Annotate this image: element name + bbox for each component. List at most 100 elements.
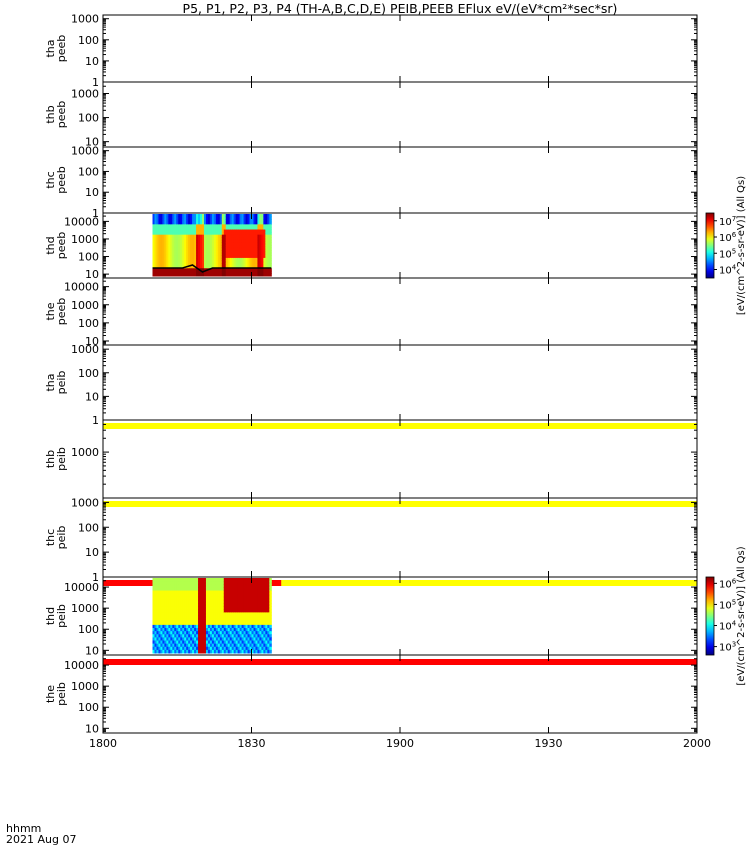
y-tick-label: 1000 (71, 145, 99, 158)
y-tick-label: 10 (85, 390, 99, 403)
y-tick-label: 1000 (71, 680, 99, 693)
colorbar-tick-label: 104 (719, 620, 737, 633)
y-tick-label: 1000 (71, 13, 99, 26)
spectrogram-stack: 1101001000thapeeb101001000thbpeeb1101001… (44, 13, 747, 750)
x-tick-label: 1900 (386, 737, 414, 750)
cbar-peeb: 104 105 106 107 [eV/(cm^2-s-sr-eV)] (All Qs) (705, 176, 747, 315)
colorbar-tick-label: 107 (719, 215, 736, 228)
colorbar-label: [eV/(cm^2-s-sr-eV)] (All Qs) (736, 176, 747, 315)
probe-label: thb (44, 450, 57, 468)
y-tick-label: 10 (85, 55, 99, 68)
y-tick-label: 1000 (71, 343, 99, 356)
product-label: peeb (55, 232, 68, 260)
y-tick-label: 1000 (71, 602, 99, 615)
y-tick-label: 100 (78, 701, 99, 714)
probe-label: the (44, 302, 57, 320)
y-tick-label: 1 (92, 414, 99, 427)
panel-frame (102, 277, 698, 346)
x-tick-label: 1830 (238, 737, 266, 750)
colorbar-tick-label: 104 (719, 264, 737, 277)
panel-frame (102, 344, 698, 421)
probe-label: thc (44, 529, 57, 546)
colorbar-tick-label: 103 (719, 641, 736, 654)
product-label: peeb (55, 166, 68, 194)
y-tick-label: 100 (78, 367, 99, 380)
product-label: peeb (55, 101, 68, 129)
y-tick-label: 10 (85, 186, 99, 199)
probe-label: the (44, 685, 57, 703)
product-label: peib (55, 682, 68, 706)
spectrogram-thd-peeb (152, 214, 272, 277)
y-tick-label: 100 (78, 165, 99, 178)
y-tick-label: 100 (78, 112, 99, 125)
product-label: peeb (55, 298, 68, 326)
product-label: peib (55, 371, 68, 395)
date-label: 2021 Aug 07 (6, 833, 77, 846)
y-tick-label: 10 (85, 268, 99, 281)
colorbar-tick-label: 106 (719, 231, 737, 244)
product-label: peib (55, 447, 68, 471)
product-label: peib (55, 526, 68, 550)
product-label: peib (55, 604, 68, 628)
panel-frame (102, 81, 698, 148)
panel-frame (102, 146, 698, 214)
y-tick-label: 10 (85, 722, 99, 735)
y-tick-label: 100 (78, 34, 99, 47)
density-trace (152, 264, 272, 273)
y-tick-label: 10 (85, 335, 99, 348)
y-tick-label: 10000 (64, 281, 99, 294)
y-tick-label: 10 (85, 644, 99, 657)
colorbar-gradient (705, 212, 715, 279)
colorbar-tick-label: 106 (719, 577, 737, 590)
panel-frame (102, 654, 698, 734)
colorbar-tick-label: 105 (719, 247, 736, 260)
probe-label: thd (44, 236, 57, 254)
probe-label: tha (44, 39, 57, 57)
y-tick-label: 10000 (64, 215, 99, 228)
colorbar-tick-label: 105 (719, 598, 736, 611)
y-tick-label: 10000 (64, 659, 99, 672)
y-tick-label: 1000 (71, 87, 99, 100)
probe-label: thd (44, 607, 57, 625)
y-tick-label: 1000 (71, 233, 99, 246)
y-tick-label: 1000 (71, 446, 99, 459)
colorbar-gradient (705, 576, 715, 656)
x-tick-label: 2000 (683, 737, 711, 750)
x-tick-label: 1930 (535, 737, 563, 750)
y-tick-label: 1000 (71, 299, 99, 312)
band-thd-peib (103, 659, 697, 665)
y-tick-label: 1000 (71, 496, 99, 509)
spectrogram-thd-peib (152, 578, 272, 654)
y-tick-label: 100 (78, 251, 99, 264)
panel-frame (102, 497, 698, 578)
y-tick-label: 10 (85, 136, 99, 149)
x-tick-label: 1800 (89, 737, 117, 750)
y-tick-label: 10 (85, 546, 99, 559)
time-unit-label: hhmm (6, 822, 42, 835)
y-tick-label: 1 (92, 207, 99, 220)
probe-label: thb (44, 105, 57, 123)
y-tick-label: 100 (78, 317, 99, 330)
product-label: peeb (55, 35, 68, 63)
y-tick-label: 100 (78, 521, 99, 534)
y-tick-label: 1 (92, 76, 99, 89)
y-tick-label: 100 (78, 623, 99, 636)
probe-label: thc (44, 171, 57, 188)
panel-frame (102, 419, 698, 499)
colorbar-label: [eV/(cm^2-s-sr-eV)] (All Qs) (736, 546, 747, 685)
y-tick-label: 1 (92, 571, 99, 584)
chart-title: P5, P1, P2, P3, P4 (TH-A,B,C,D,E) PEIB,P… (182, 1, 618, 16)
y-tick-label: 10000 (64, 581, 99, 594)
probe-label: tha (44, 373, 57, 391)
panel-frame (102, 14, 698, 83)
